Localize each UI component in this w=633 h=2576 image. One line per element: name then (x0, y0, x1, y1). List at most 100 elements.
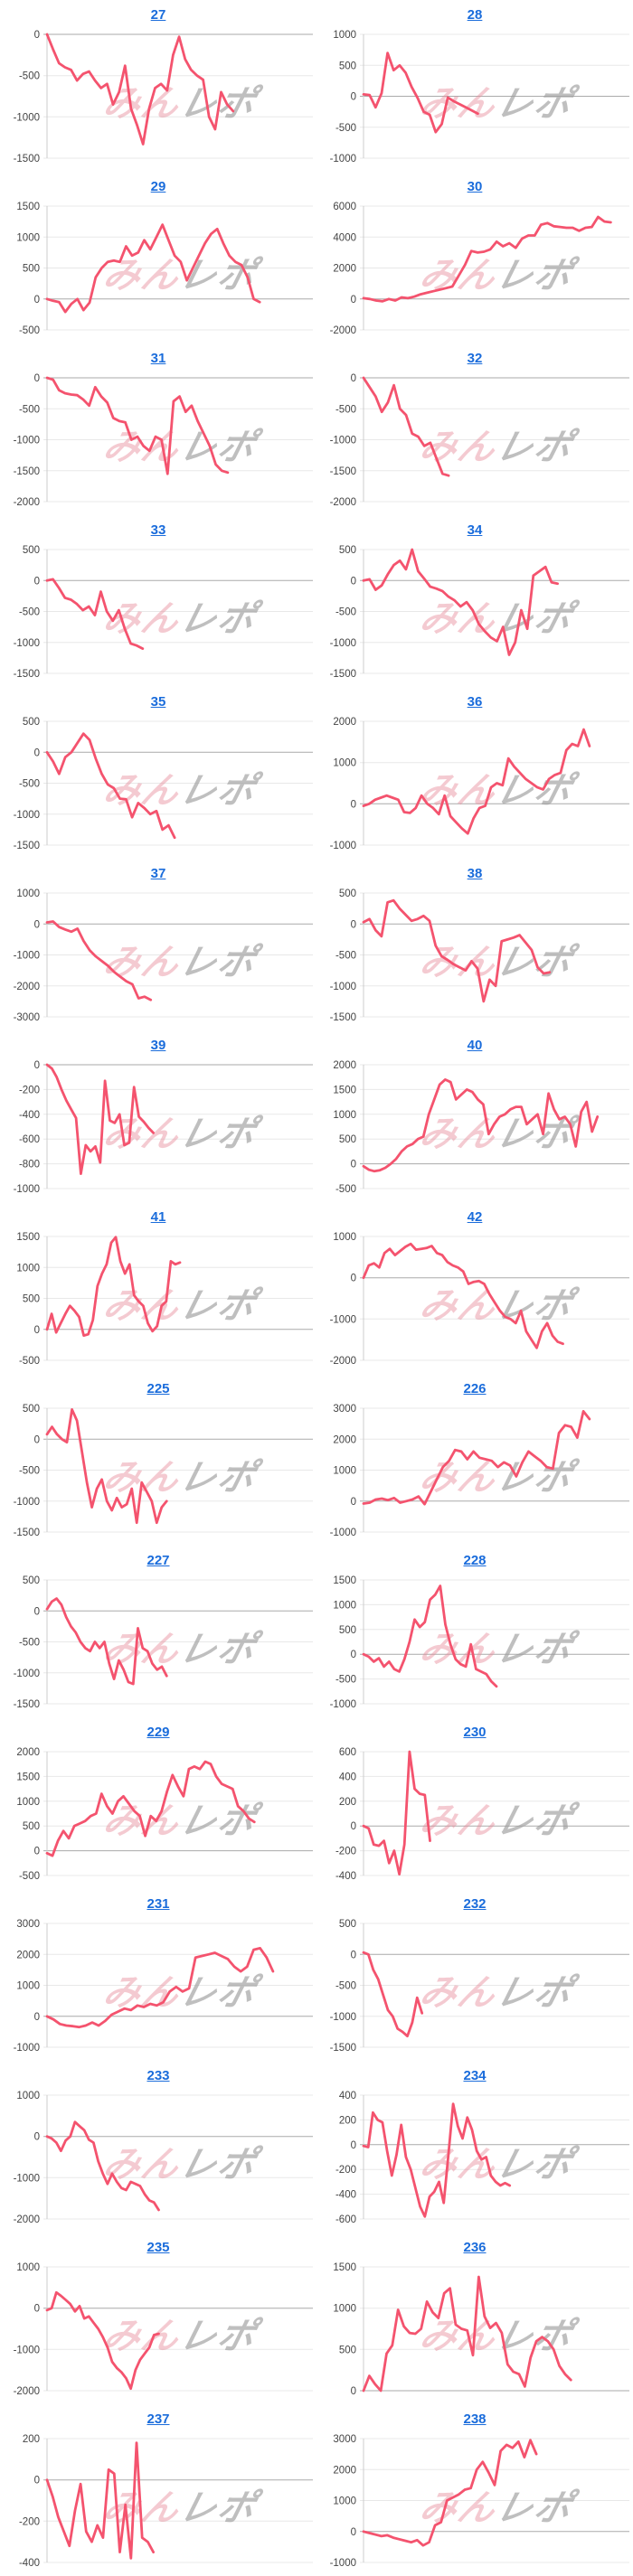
watermark: みんレポ (416, 2144, 582, 2185)
y-tick-label: -400 (19, 1110, 40, 1121)
watermark: みんレポ (416, 2316, 582, 2356)
watermark-gray-text: レポ (492, 1285, 582, 1326)
chart-title-link[interactable]: 230 (463, 1724, 487, 1740)
watermark-gray-text: レポ (492, 2144, 582, 2185)
watermark-gray-text: レポ (492, 1629, 582, 1669)
y-tick-label: 0 (351, 919, 356, 930)
chart-title-link[interactable]: 231 (146, 1895, 170, 1912)
chart-title-link[interactable]: 40 (467, 1037, 483, 1053)
svg-text:みんレポ: みんレポ (416, 1800, 582, 1841)
chart-title-link[interactable]: 30 (467, 178, 483, 194)
chart-title-link[interactable]: 36 (467, 693, 483, 710)
svg-text:みんレポ: みんレポ (416, 1629, 582, 1669)
y-tick-label: -1000 (330, 2012, 356, 2023)
y-tick-label: -2000 (330, 1356, 356, 1367)
chart-plot: 500 0 -500 -1000 -1500 みんレポ (14, 1404, 313, 1538)
chart-cell: 226 3000 2000 1000 0 -1000 みんレポ (316, 1374, 633, 1546)
chart-title-link[interactable]: 27 (150, 6, 166, 23)
chart-title-link[interactable]: 39 (150, 1037, 166, 1053)
watermark-pink-text: みん (99, 770, 185, 811)
chart-cell: 227 500 0 -500 -1000 -1500 みんレポ (0, 1546, 316, 1717)
chart-title-link[interactable]: 41 (150, 1208, 166, 1225)
watermark: みんレポ (99, 942, 266, 982)
chart-title-link[interactable]: 233 (146, 2067, 170, 2083)
y-tick-label: 500 (339, 1919, 356, 1930)
watermark: みんレポ (416, 1457, 582, 1498)
chart-title-link[interactable]: 38 (467, 865, 483, 881)
y-tick-label: 1000 (333, 30, 356, 41)
chart-plot: 3000 2000 1000 0 -1000 みんレポ (330, 2434, 629, 2569)
chart-title-link[interactable]: 229 (146, 1724, 170, 1740)
chart-title-link[interactable]: 232 (463, 1895, 487, 1912)
chart-plot: 1500 1000 500 0 -500 みんレポ (16, 1232, 313, 1367)
svg-text:みんレポ: みんレポ (99, 598, 266, 639)
y-tick-label: -1000 (14, 951, 40, 962)
chart-title-link[interactable]: 34 (467, 522, 483, 538)
svg-text:みんレポ: みんレポ (99, 2316, 266, 2356)
chart-line (45, 1597, 168, 1686)
chart-title-link[interactable]: 237 (146, 2411, 170, 2427)
chart-title-row: 234 (316, 2061, 633, 2090)
chart-plot: 3000 2000 1000 0 -1000 みんレポ (14, 1919, 313, 2054)
chart-title-row: 32 (316, 343, 633, 372)
y-tick-label: 600 (339, 1747, 356, 1758)
chart-title-row: 230 (316, 1717, 633, 1746)
svg-text:みんレポ: みんレポ (416, 2316, 582, 2356)
y-tick-label: 1000 (16, 1981, 40, 1992)
chart-title-link[interactable]: 29 (150, 178, 166, 194)
chart-title-link[interactable]: 226 (463, 1380, 487, 1396)
chart-title-link[interactable]: 235 (146, 2239, 170, 2255)
chart-line (45, 223, 261, 314)
chart-title-row: 226 (316, 1374, 633, 1403)
chart-title-link[interactable]: 225 (146, 1380, 170, 1396)
chart-title-link[interactable]: 42 (467, 1208, 483, 1225)
watermark: みんレポ (416, 1800, 582, 1841)
chart-title-row: 29 (0, 172, 316, 201)
y-tick-label: 2000 (16, 1950, 40, 1960)
y-tick-label: 0 (34, 576, 40, 587)
chart-plot: 1000 500 0 -500 -1000 みんレポ (330, 30, 629, 165)
y-tick-label: 1500 (333, 2262, 356, 2273)
chart-title-link[interactable]: 236 (463, 2239, 487, 2255)
y-tick-label: 1000 (333, 2496, 356, 2507)
chart-cell: 31 0 -500 -1000 -1500 -2000 みんレポ (0, 343, 316, 515)
chart-title-link[interactable]: 32 (467, 350, 483, 366)
y-tick-label: 0 (34, 747, 40, 758)
watermark-gray-text: レポ (492, 427, 582, 467)
chart-title-link[interactable]: 228 (463, 1552, 487, 1568)
chart-title-link[interactable]: 31 (150, 350, 166, 366)
watermark: みんレポ (416, 1972, 582, 2013)
y-tick-label: 1000 (16, 232, 40, 243)
y-tick-label: 1500 (16, 1772, 40, 1782)
y-tick-label: 200 (339, 1797, 356, 1808)
y-tick-label: -1000 (14, 436, 40, 447)
chart-title-link[interactable]: 37 (150, 865, 166, 881)
y-tick-label: -2000 (330, 497, 356, 508)
watermark-pink-text: みん (416, 1972, 502, 2013)
watermark-pink-text: みん (99, 942, 185, 982)
y-tick-label: -500 (335, 1981, 356, 1992)
chart-title-link[interactable]: 33 (150, 522, 166, 538)
chart-title-link[interactable]: 227 (146, 1552, 170, 1568)
chart-line (362, 215, 612, 303)
watermark: みんレポ (416, 1629, 582, 1669)
y-tick-label: -1500 (330, 669, 356, 680)
chart-title-link[interactable]: 35 (150, 693, 166, 710)
chart-title-link[interactable]: 28 (467, 6, 483, 23)
chart-title-link[interactable]: 234 (463, 2067, 487, 2083)
watermark-gray-text: レポ (175, 2487, 266, 2528)
watermark: みんレポ (99, 255, 266, 296)
y-tick-label: -2000 (14, 982, 40, 992)
chart-line (45, 2441, 156, 2560)
chart-title-link[interactable]: 238 (463, 2411, 487, 2427)
y-tick-label: 0 (351, 799, 356, 810)
chart-cell: 234 400 200 0 -200 -400 -600 みんレポ (316, 2061, 633, 2233)
y-tick-label: 500 (23, 1821, 40, 1832)
y-tick-label: -500 (19, 1638, 40, 1649)
y-tick-label: -1000 (330, 982, 356, 992)
y-tick-label: -1500 (330, 2043, 356, 2054)
y-tick-label: -400 (335, 2190, 356, 2201)
y-tick-label: 1500 (16, 1232, 40, 1243)
y-tick-label: -500 (19, 779, 40, 790)
